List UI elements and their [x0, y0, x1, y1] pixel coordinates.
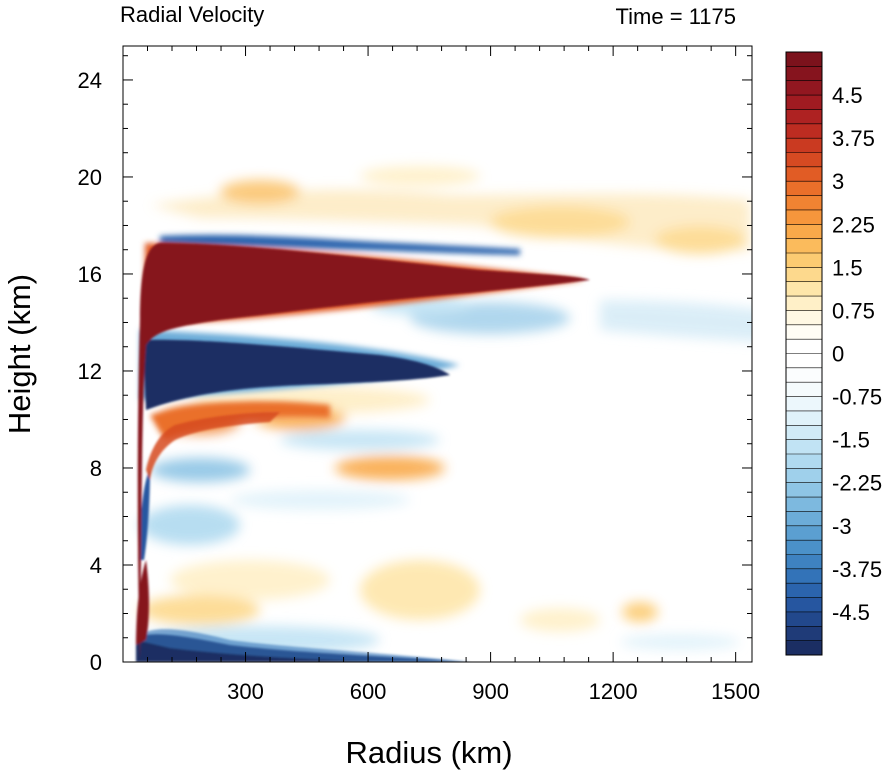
y-tick-label: 16 [78, 262, 102, 287]
colorbar-swatch [786, 597, 822, 613]
y-tick-label: 4 [90, 553, 102, 578]
x-axis-title: Radius (km) [345, 735, 512, 770]
colorbar-swatch [786, 540, 822, 555]
x-tick-label: 900 [472, 679, 509, 704]
colorbar-swatch [786, 626, 822, 642]
colorbar-swatch [786, 468, 822, 484]
y-axis: 0 4 8 12 16 20 24 [78, 55, 752, 675]
colorbar-swatch [786, 80, 822, 96]
colorbar-swatch [786, 281, 822, 297]
colorbar-swatch [786, 138, 822, 153]
colorbar-swatch [786, 267, 822, 283]
colorbar-tick-label: 3 [832, 169, 844, 194]
colorbar-swatch [786, 324, 822, 340]
colorbar-swatch [786, 482, 822, 498]
colorbar-swatch [786, 410, 822, 426]
colorbar-swatch [786, 511, 822, 527]
colorbar-swatch [786, 425, 822, 441]
colorbar-tick-label: 0.75 [832, 298, 875, 323]
colorbar-swatch [786, 166, 822, 182]
x-axis: 300 600 900 1200 1500 [122, 46, 760, 704]
colorbar-swatch [786, 123, 822, 139]
colorbar-swatch [786, 296, 822, 311]
colorbar-swatch [786, 583, 822, 599]
y-axis-title: Height (km) [2, 274, 37, 434]
colorbar-swatch [786, 310, 822, 326]
colorbar-swatch [786, 109, 822, 125]
colorbar-tick-label: 2.25 [832, 212, 875, 237]
colorbar-tick-label: -3.75 [832, 557, 882, 582]
colorbar-swatch [786, 238, 822, 254]
colorbar-swatch [786, 367, 822, 383]
colorbar-swatch [786, 253, 822, 268]
colorbar-swatch [786, 209, 822, 225]
colorbar-swatch [786, 95, 822, 110]
colorbar-swatch [786, 497, 822, 512]
chart-title-left: Radial Velocity [120, 2, 264, 27]
y-tick-label: 12 [78, 359, 102, 384]
colorbar-tick-label: 4.5 [832, 83, 863, 108]
x-tick-label: 600 [350, 679, 387, 704]
plot-area [122, 45, 753, 663]
colorbar-frame [785, 51, 823, 656]
chart-title-right: Time = 1175 [616, 4, 736, 29]
colorbar-swatch [786, 554, 822, 570]
colorbar-tick-label: -4.5 [832, 600, 870, 625]
y-tick-label: 24 [78, 68, 102, 93]
colorbar-tick-label: 1.5 [832, 255, 863, 280]
colorbar-swatch [786, 525, 822, 541]
colorbar-swatch [786, 224, 822, 240]
x-tick-label: 300 [227, 679, 264, 704]
y-tick-label: 0 [90, 650, 102, 675]
colorbar-swatch [786, 181, 822, 197]
colorbar-tick-label: 0 [832, 342, 844, 367]
colorbar-swatch [786, 439, 822, 455]
colorbar-swatch [786, 339, 822, 354]
colorbar-swatch [786, 396, 822, 412]
y-tick-label: 20 [78, 165, 102, 190]
colorbar-swatch [786, 52, 822, 67]
x-tick-label: 1500 [711, 679, 760, 704]
colorbar-swatch [786, 66, 822, 82]
colorbar-swatch [786, 611, 822, 627]
x-tick-label: 1200 [589, 679, 638, 704]
colorbar-swatch [786, 195, 822, 211]
colorbar-tick-label: -2.25 [832, 471, 882, 496]
colorbar-tick-label: -0.75 [832, 385, 882, 410]
colorbar-swatch [786, 568, 822, 584]
heatmap-field [136, 166, 752, 662]
colorbar-swatch [786, 382, 822, 398]
y-tick-label: 8 [90, 456, 102, 481]
colorbar-tick-label: -1.5 [832, 428, 870, 453]
colorbar-swatch [786, 640, 822, 656]
colorbar-tick-label: -3 [832, 514, 852, 539]
colorbar-swatch [786, 353, 822, 369]
colorbar-swatch [786, 454, 822, 469]
colorbar: 4.5 3.75 3 2.25 1.5 0.75 0 -0.75 -1.5 -2.25 -3 -3.7… [785, 51, 882, 656]
colorbar-tick-label: 3.75 [832, 126, 875, 151]
colorbar-swatch [786, 152, 822, 168]
